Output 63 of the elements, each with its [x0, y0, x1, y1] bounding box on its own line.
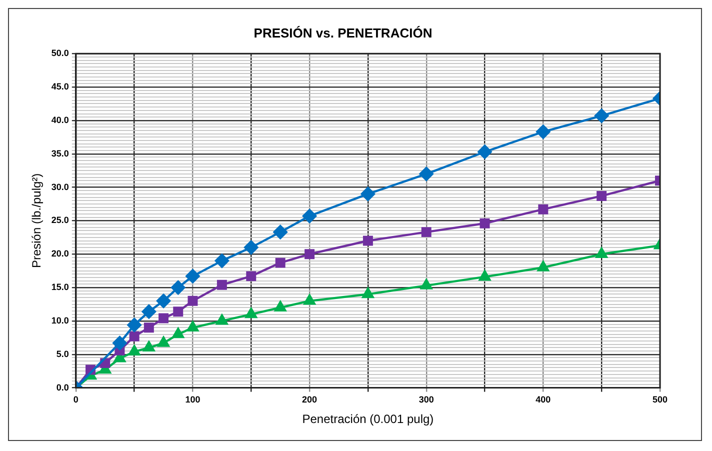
point	[158, 336, 170, 347]
y-tick-label: 30.0	[51, 182, 69, 192]
point	[419, 166, 434, 182]
x-tick-label: 200	[302, 394, 318, 405]
point	[304, 249, 315, 260]
point	[478, 144, 492, 159]
point	[143, 341, 155, 352]
point	[360, 186, 376, 202]
x-tick-label: 400	[536, 394, 551, 405]
point	[538, 204, 548, 214]
point	[156, 294, 171, 308]
point	[142, 304, 156, 319]
point	[172, 328, 184, 338]
point	[537, 260, 550, 272]
x-axis-title: Penetración (0.001 pulg)	[302, 412, 434, 426]
point	[536, 124, 550, 139]
y-tick-label: 35.0	[51, 148, 69, 158]
x-tick-label: 0	[73, 394, 78, 405]
point	[112, 336, 127, 350]
point	[216, 280, 227, 290]
point	[596, 190, 607, 201]
x-tick-label: 500	[652, 394, 668, 405]
point	[478, 270, 491, 281]
point	[480, 218, 490, 228]
point	[273, 224, 288, 240]
point	[216, 314, 228, 325]
y-tick-label: 20.0	[51, 248, 69, 259]
point	[144, 322, 154, 333]
x-tick-label: 100	[185, 394, 200, 405]
point	[596, 248, 608, 258]
point	[128, 345, 140, 356]
point	[304, 294, 316, 305]
point	[302, 208, 317, 224]
point	[362, 236, 373, 246]
point	[594, 108, 609, 123]
y-tick-label: 40.0	[51, 114, 69, 125]
point	[246, 271, 256, 282]
point	[186, 321, 199, 332]
point	[362, 288, 374, 298]
point	[171, 280, 186, 295]
point	[214, 254, 230, 268]
point	[421, 227, 432, 238]
y-tick-label: 25.0	[51, 215, 69, 226]
point	[274, 300, 286, 312]
point	[158, 313, 169, 324]
y-tick-label: 50.0	[51, 48, 69, 58]
point	[186, 269, 200, 284]
y-axis-title: Presión (lb./pulg²)	[30, 173, 44, 268]
point	[188, 296, 198, 306]
y-tick-label: 10.0	[51, 315, 69, 326]
point	[129, 331, 140, 342]
point	[275, 258, 286, 268]
chart-title: PRESIÓN vs. PENETRACIÓN	[254, 25, 432, 40]
y-tick-label: 0.0	[56, 382, 69, 392]
point	[420, 278, 432, 290]
point	[244, 240, 258, 255]
point	[245, 308, 258, 318]
point	[127, 318, 142, 332]
point	[173, 306, 184, 317]
y-tick-label: 5.0	[56, 348, 69, 359]
y-tick-label: 15.0	[51, 282, 69, 292]
y-tick-label: 45.0	[51, 82, 69, 92]
x-tick-label: 300	[418, 394, 434, 405]
